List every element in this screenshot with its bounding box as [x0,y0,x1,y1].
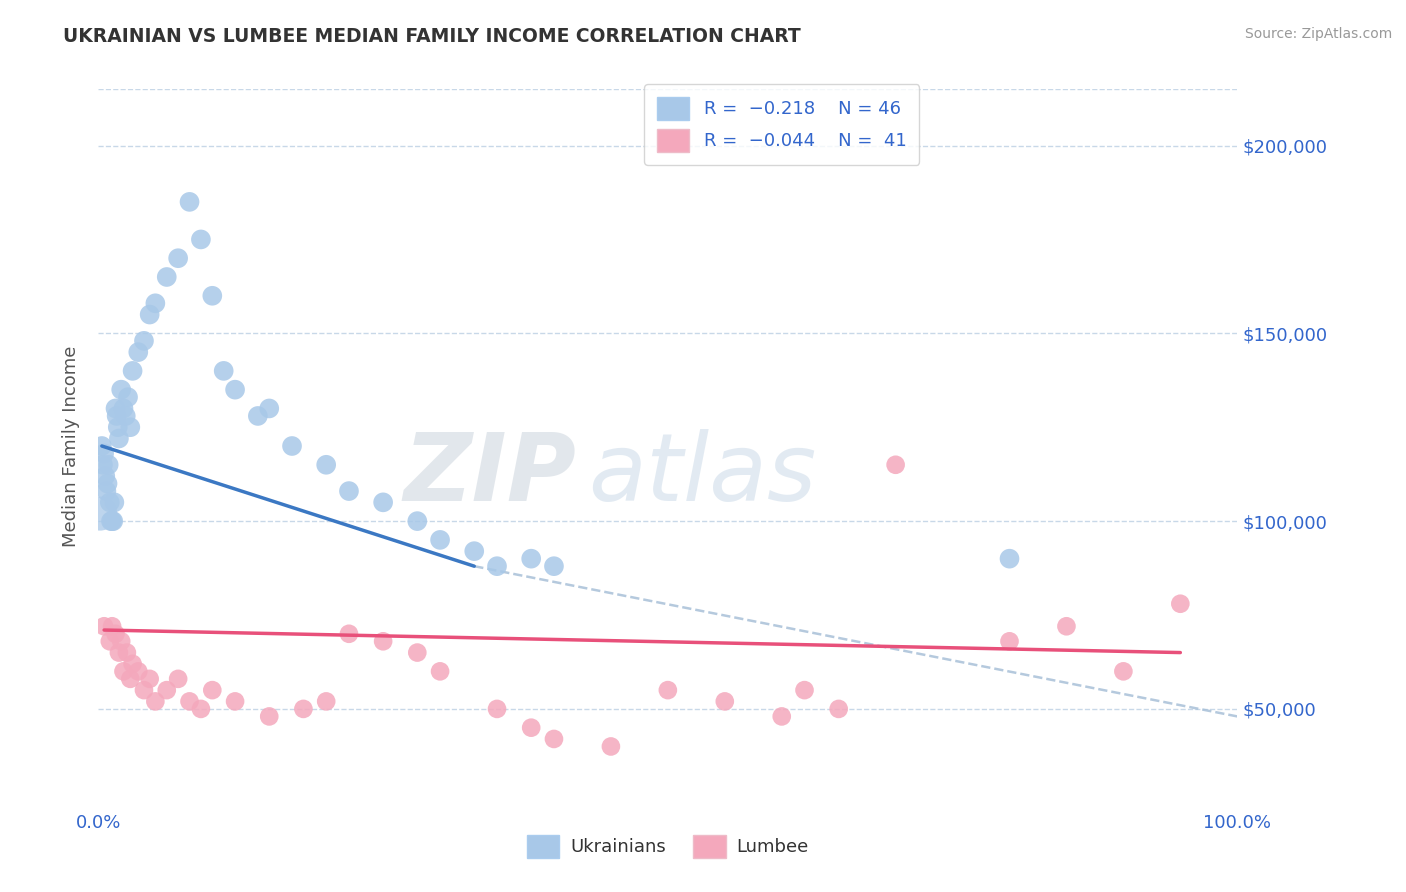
Point [93,619,115,633]
Point [132,334,155,348]
Point [94,469,117,483]
Point [224,694,246,708]
Text: ZIP: ZIP [404,428,576,521]
Point [371,634,394,648]
Point [406,514,429,528]
Point [121,657,143,671]
Point [429,533,451,547]
Point [1056,619,1078,633]
Point [828,702,851,716]
Point [167,251,190,265]
Point [315,694,337,708]
Point [406,646,429,660]
Point [292,702,315,716]
Point [543,731,565,746]
Text: atlas: atlas [588,429,817,520]
Point [190,702,212,716]
Point [120,420,142,434]
Point [520,551,543,566]
Text: Source: ZipAtlas.com: Source: ZipAtlas.com [1244,27,1392,41]
Point [337,484,360,499]
Point [117,390,139,404]
Point [190,232,212,246]
Point [108,432,131,446]
Point [463,544,485,558]
Point [127,345,149,359]
Point [246,409,269,423]
Point [793,683,815,698]
Point [112,401,135,416]
Point [600,739,623,754]
Point [179,194,201,209]
Point [91,458,114,472]
Point [100,514,122,528]
Point [486,702,509,716]
Point [167,672,190,686]
Y-axis label: Median Family Income: Median Family Income [62,345,80,547]
Point [110,383,132,397]
Point [259,401,281,416]
Point [201,683,224,698]
Point [103,495,125,509]
Point [138,308,160,322]
Point [96,484,118,499]
Point [145,296,167,310]
Point [657,683,679,698]
Point [998,634,1021,648]
Point [112,665,135,679]
Point [337,627,360,641]
Point [281,439,304,453]
Point [156,270,179,285]
Point [179,694,201,708]
Point [259,709,281,723]
Point [103,514,125,528]
Point [104,401,127,416]
Point [110,634,132,648]
Point [1170,597,1192,611]
Point [429,665,451,679]
Point [115,646,138,660]
Point [98,634,121,648]
Point [201,289,224,303]
Point [96,476,118,491]
Point [93,446,115,460]
Point [101,514,124,528]
Point [520,721,543,735]
Point [107,420,129,434]
Point [1112,665,1135,679]
Text: UKRAINIAN VS LUMBEE MEDIAN FAMILY INCOME CORRELATION CHART: UKRAINIAN VS LUMBEE MEDIAN FAMILY INCOME… [63,27,801,45]
Point [104,627,127,641]
Point [145,694,167,708]
Point [97,458,120,472]
Point [224,383,246,397]
Point [486,559,509,574]
Point [132,683,155,698]
Point [998,551,1021,566]
Point [714,694,737,708]
Point [90,439,112,453]
Point [212,364,235,378]
Point [114,409,136,423]
Point [156,683,179,698]
Point [315,458,337,472]
Legend: Ukrainians, Lumbee: Ukrainians, Lumbee [520,828,815,865]
Point [543,559,565,574]
Point [101,619,124,633]
Point [138,672,160,686]
Point [371,495,394,509]
Point [120,672,142,686]
Point [884,458,907,472]
Point [108,646,131,660]
Point [121,364,143,378]
Point [127,665,149,679]
Point [98,495,121,509]
Point [89,507,111,521]
Point [105,409,128,423]
Point [770,709,793,723]
